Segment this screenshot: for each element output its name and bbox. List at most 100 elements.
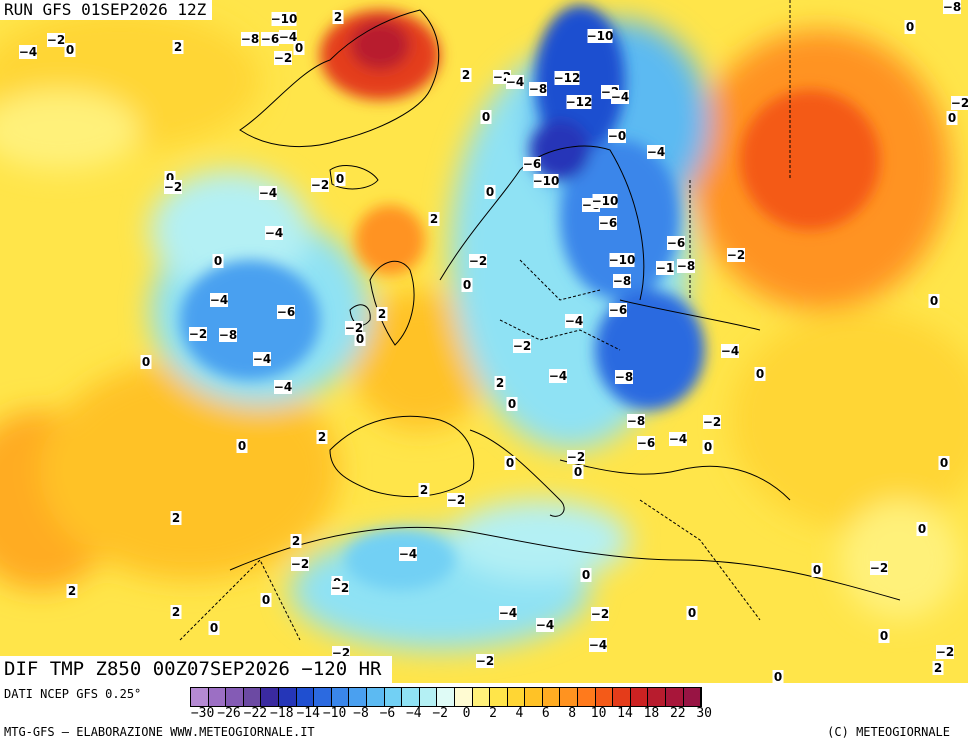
svg-text:−2: −2 (47, 33, 65, 47)
svg-text:0: 0 (574, 465, 582, 479)
colorbar-cell (525, 688, 543, 706)
contour-value-label: −2 (936, 645, 954, 659)
colorbar-cell (226, 688, 244, 706)
svg-text:0: 0 (948, 111, 956, 125)
colorbar-cell (613, 688, 631, 706)
contour-value-label: −4 (253, 352, 271, 366)
contour-value-label: −2 (291, 557, 309, 571)
svg-text:2: 2 (172, 511, 180, 525)
svg-text:−2: −2 (513, 339, 531, 353)
contour-value-label: 2 (418, 483, 430, 497)
contour-value-label: −2 (311, 178, 329, 192)
svg-text:−6: −6 (599, 216, 617, 230)
svg-text:−4: −4 (611, 90, 629, 104)
svg-text:0: 0 (295, 41, 303, 55)
colorbar-cell (472, 688, 491, 706)
svg-text:−4: −4 (669, 432, 687, 446)
colorbar-tick-label: 30 (696, 706, 713, 721)
colorbar-tick-label: −4 (405, 706, 422, 721)
colorbar-cell (683, 688, 702, 706)
svg-text:2: 2 (934, 661, 942, 675)
svg-text:0: 0 (813, 563, 821, 577)
svg-text:−2: −2 (469, 254, 487, 268)
colorbar-cell (595, 688, 614, 706)
contour-value-label: −0 (608, 129, 626, 143)
colorbar-tick-label: −8 (353, 706, 369, 721)
svg-text:−10: −10 (271, 12, 298, 26)
svg-text:−10: −10 (592, 194, 619, 208)
colorbar-cell (490, 688, 508, 706)
contour-value-label: −6 (261, 32, 279, 46)
contour-value-label: −4 (669, 432, 687, 446)
colorbar-tick-label: −30 (190, 706, 215, 721)
svg-text:−6: −6 (523, 157, 541, 171)
contour-value-label: −2 (513, 339, 531, 353)
contour-value-label: −8 (615, 370, 633, 384)
contour-value-label: 0 (702, 440, 714, 454)
contour-value-label: 2 (428, 212, 440, 226)
contour-value-label: 0 (293, 41, 305, 55)
contour-value-label: −2 (476, 654, 494, 668)
contour-value-label: −4 (265, 226, 283, 240)
contour-value-label: 0 (208, 621, 220, 635)
colorbar-cell (366, 688, 385, 706)
contour-value-label: −6 (599, 216, 617, 230)
svg-text:−12: −12 (566, 95, 593, 109)
contour-value-label: 0 (354, 332, 366, 346)
colorbar-tick-labels: −30 −26 −22 −18 −14 −10 −8 −6 −4 −2 0 2 4 6 8 10 14 18 22 3… (0, 706, 968, 724)
svg-text:−2: −2 (189, 327, 207, 341)
svg-text:−2: −2 (447, 493, 465, 507)
contour-value-label: 0 (811, 563, 823, 577)
colorbar-tick-label: 2 (489, 706, 497, 721)
svg-text:2: 2 (318, 430, 326, 444)
colorbar-cell (278, 688, 297, 706)
contour-value-label: 0 (164, 171, 176, 185)
contour-value-label: −2 (703, 415, 721, 429)
svg-text:−2: −2 (476, 654, 494, 668)
contour-value-label: 2 (932, 661, 944, 675)
contour-value-label: −2 (469, 254, 487, 268)
svg-text:0: 0 (142, 355, 150, 369)
colorbar-tick-label: 0 (462, 706, 471, 721)
contour-value-label: 0 (484, 185, 496, 199)
svg-text:−2: −2 (164, 180, 182, 194)
contour-value-label: −2 (331, 581, 349, 595)
contour-value-label: −2 (274, 51, 292, 65)
contour-value-label: −4 (19, 45, 37, 59)
colorbar-cell (314, 688, 332, 706)
colorbar-cell (560, 688, 579, 706)
svg-text:0: 0 (906, 20, 914, 34)
contour-value-label: −2 (47, 33, 65, 47)
colorbar-cell (402, 688, 420, 706)
svg-text:−2: −2 (567, 450, 585, 464)
svg-text:−4: −4 (721, 344, 739, 358)
svg-text:2: 2 (174, 40, 182, 54)
contour-value-label: 0 (878, 629, 890, 643)
svg-text:0: 0 (238, 439, 246, 453)
svg-text:−10: −10 (533, 174, 560, 188)
contour-value-label: −8 (241, 32, 259, 46)
svg-text:2: 2 (420, 483, 428, 497)
colorbar-cell (454, 688, 473, 706)
contour-value-label: 0 (140, 355, 152, 369)
colorbar-cell (542, 688, 561, 706)
colorbar-tick-label: 14 (617, 706, 633, 721)
svg-text:−4: −4 (565, 314, 583, 328)
contour-value-label: −2 (345, 321, 363, 335)
svg-text:0: 0 (356, 332, 364, 346)
credit-left: MTG-GFS — ELABORAZIONE WWW.METEOGIORNALE… (4, 725, 315, 739)
colorbar-cell (419, 688, 438, 706)
colorbar-tick-label: −14 (296, 706, 320, 721)
svg-text:−6: −6 (277, 305, 295, 319)
svg-text:2: 2 (378, 307, 386, 321)
svg-text:−8: −8 (241, 32, 259, 46)
svg-text:−8: −8 (615, 370, 633, 384)
svg-text:−8: −8 (529, 82, 547, 96)
svg-text:−2: −2 (951, 96, 968, 110)
svg-text:−2: −2 (274, 51, 292, 65)
svg-text:−6: −6 (667, 236, 685, 250)
svg-text:−4: −4 (549, 369, 567, 383)
colorbar-tick-label: −26 (217, 706, 241, 721)
